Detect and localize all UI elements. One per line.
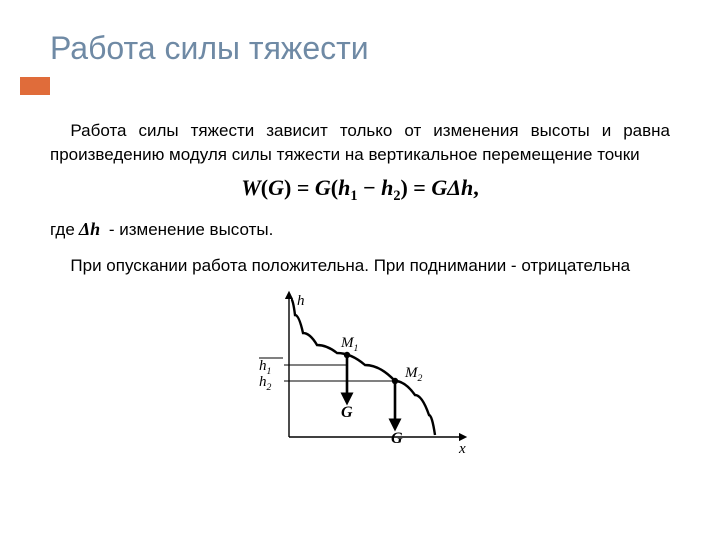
where-symbol: Δh [75,219,104,239]
svg-text:M2: M2 [404,365,423,384]
formula-main: W(G) = G(h1 − h2) = GΔh, [50,175,670,205]
where-line: гдеΔh - изменение высоты. [50,219,670,240]
svg-text:M1: M1 [340,335,358,354]
paragraph-intro: Работа силы тяжести зависит только от из… [50,119,670,167]
gravity-diagram: hxh1h2M1GM2G [245,285,475,465]
svg-text:h: h [297,293,305,309]
svg-text:x: x [458,441,466,457]
page-title: Работа силы тяжести [50,30,670,67]
svg-text:G: G [391,430,403,447]
where-suffix: - изменение высоты. [104,220,273,239]
svg-text:G: G [341,404,353,421]
accent-bar [20,77,50,95]
where-prefix: где [50,220,75,239]
paragraph-sign: При опускании работа положительна. При п… [50,254,670,278]
